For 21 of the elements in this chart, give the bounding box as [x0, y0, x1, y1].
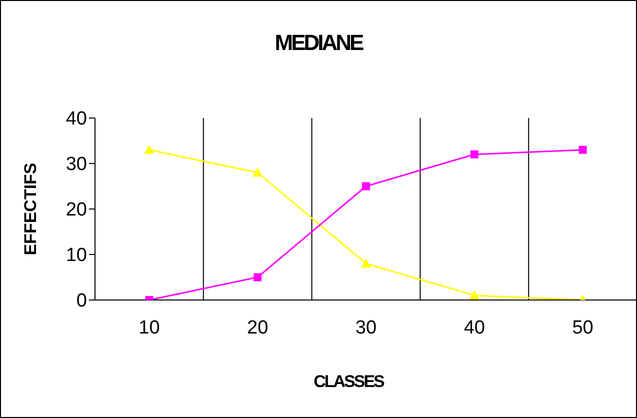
y-axis-title: EFFECTIFS — [21, 162, 40, 256]
point — [361, 258, 371, 268]
chart-title: MEDIANE — [274, 30, 364, 56]
x-tick-label: 10 — [138, 317, 160, 338]
x-tick-label: 50 — [572, 317, 594, 338]
y-tick-label: 40 — [66, 108, 87, 130]
point — [362, 182, 370, 190]
y-tick-label: 20 — [66, 200, 87, 221]
x-axis-title: CLASSES — [312, 372, 385, 392]
point — [144, 144, 154, 154]
x-tick-label: 40 — [464, 317, 485, 338]
point — [254, 273, 262, 282]
point — [252, 168, 263, 177]
point — [578, 146, 587, 154]
x-tick-label: 30 — [355, 317, 377, 338]
point — [470, 150, 478, 158]
x-tick-label: 20 — [247, 317, 268, 338]
y-tick-label: 30 — [66, 154, 87, 176]
y-tick-label: 10 — [66, 245, 87, 266]
y-tick-label: 0 — [76, 290, 87, 312]
point — [469, 290, 480, 300]
